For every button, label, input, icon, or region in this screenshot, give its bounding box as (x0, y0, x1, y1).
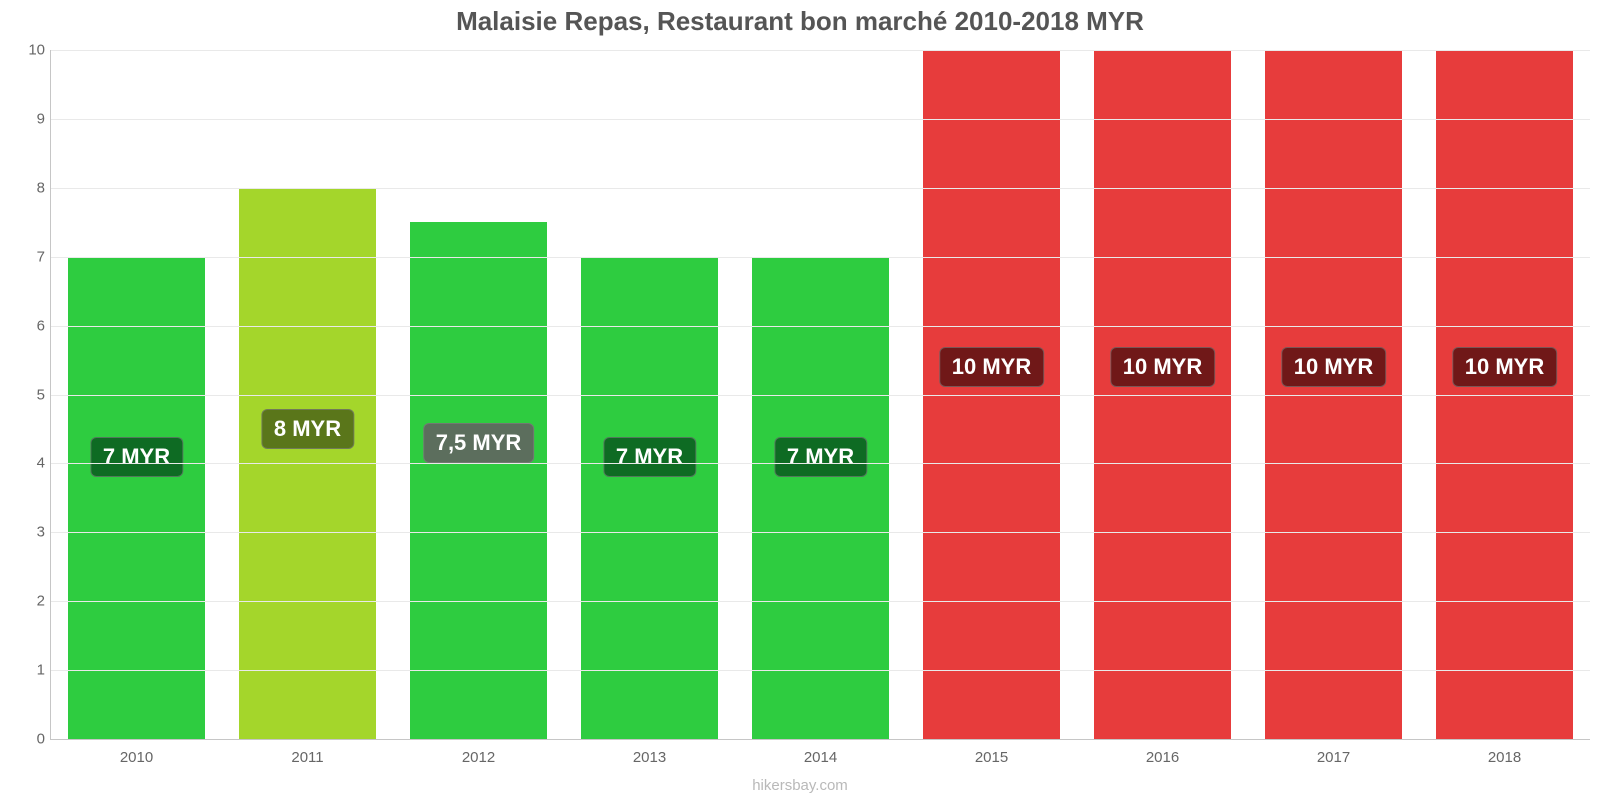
x-tick-label: 2018 (1488, 749, 1521, 766)
chart-title: Malaisie Repas, Restaurant bon marché 20… (0, 6, 1600, 37)
bar-value-label: 8 MYR (261, 409, 354, 449)
y-tick-label: 5 (17, 386, 45, 403)
x-tick-label: 2017 (1317, 749, 1350, 766)
y-tick-label: 2 (17, 593, 45, 610)
grid-line (51, 532, 1590, 533)
grid-line (51, 119, 1590, 120)
grid-line (51, 463, 1590, 464)
x-tick-label: 2012 (462, 749, 495, 766)
y-tick-label: 1 (17, 662, 45, 679)
grid-line (51, 326, 1590, 327)
grid-line (51, 50, 1590, 51)
plot-area: 7 MYR20108 MYR20117,5 MYR20127 MYR20137 … (50, 50, 1590, 740)
x-tick-label: 2015 (975, 749, 1008, 766)
bar-value-label: 7 MYR (90, 437, 183, 477)
bar-value-label: 10 MYR (939, 347, 1044, 387)
bar-value-label: 7 MYR (603, 437, 696, 477)
grid-line (51, 395, 1590, 396)
bar (68, 257, 205, 739)
y-tick-label: 8 (17, 179, 45, 196)
grid-line (51, 188, 1590, 189)
y-tick-label: 0 (17, 731, 45, 748)
x-tick-label: 2011 (291, 749, 323, 766)
y-tick-label: 3 (17, 524, 45, 541)
y-tick-label: 7 (17, 248, 45, 265)
bar-value-label: 10 MYR (1110, 347, 1215, 387)
bar-value-label: 10 MYR (1452, 347, 1557, 387)
y-tick-label: 10 (17, 42, 45, 59)
bar (410, 222, 547, 739)
x-tick-label: 2013 (633, 749, 666, 766)
x-tick-label: 2010 (120, 749, 153, 766)
bar-value-label: 7,5 MYR (423, 423, 535, 463)
bar (752, 257, 889, 739)
y-tick-label: 6 (17, 317, 45, 334)
y-tick-label: 4 (17, 455, 45, 472)
grid-line (51, 670, 1590, 671)
credit-text: hikersbay.com (0, 777, 1600, 794)
x-tick-label: 2016 (1146, 749, 1179, 766)
grid-line (51, 257, 1590, 258)
bar-value-label: 10 MYR (1281, 347, 1386, 387)
y-tick-label: 9 (17, 110, 45, 127)
bar-value-label: 7 MYR (774, 437, 867, 477)
x-tick-label: 2014 (804, 749, 837, 766)
bar-chart: Malaisie Repas, Restaurant bon marché 20… (0, 0, 1600, 800)
bar (581, 257, 718, 739)
grid-line (51, 601, 1590, 602)
